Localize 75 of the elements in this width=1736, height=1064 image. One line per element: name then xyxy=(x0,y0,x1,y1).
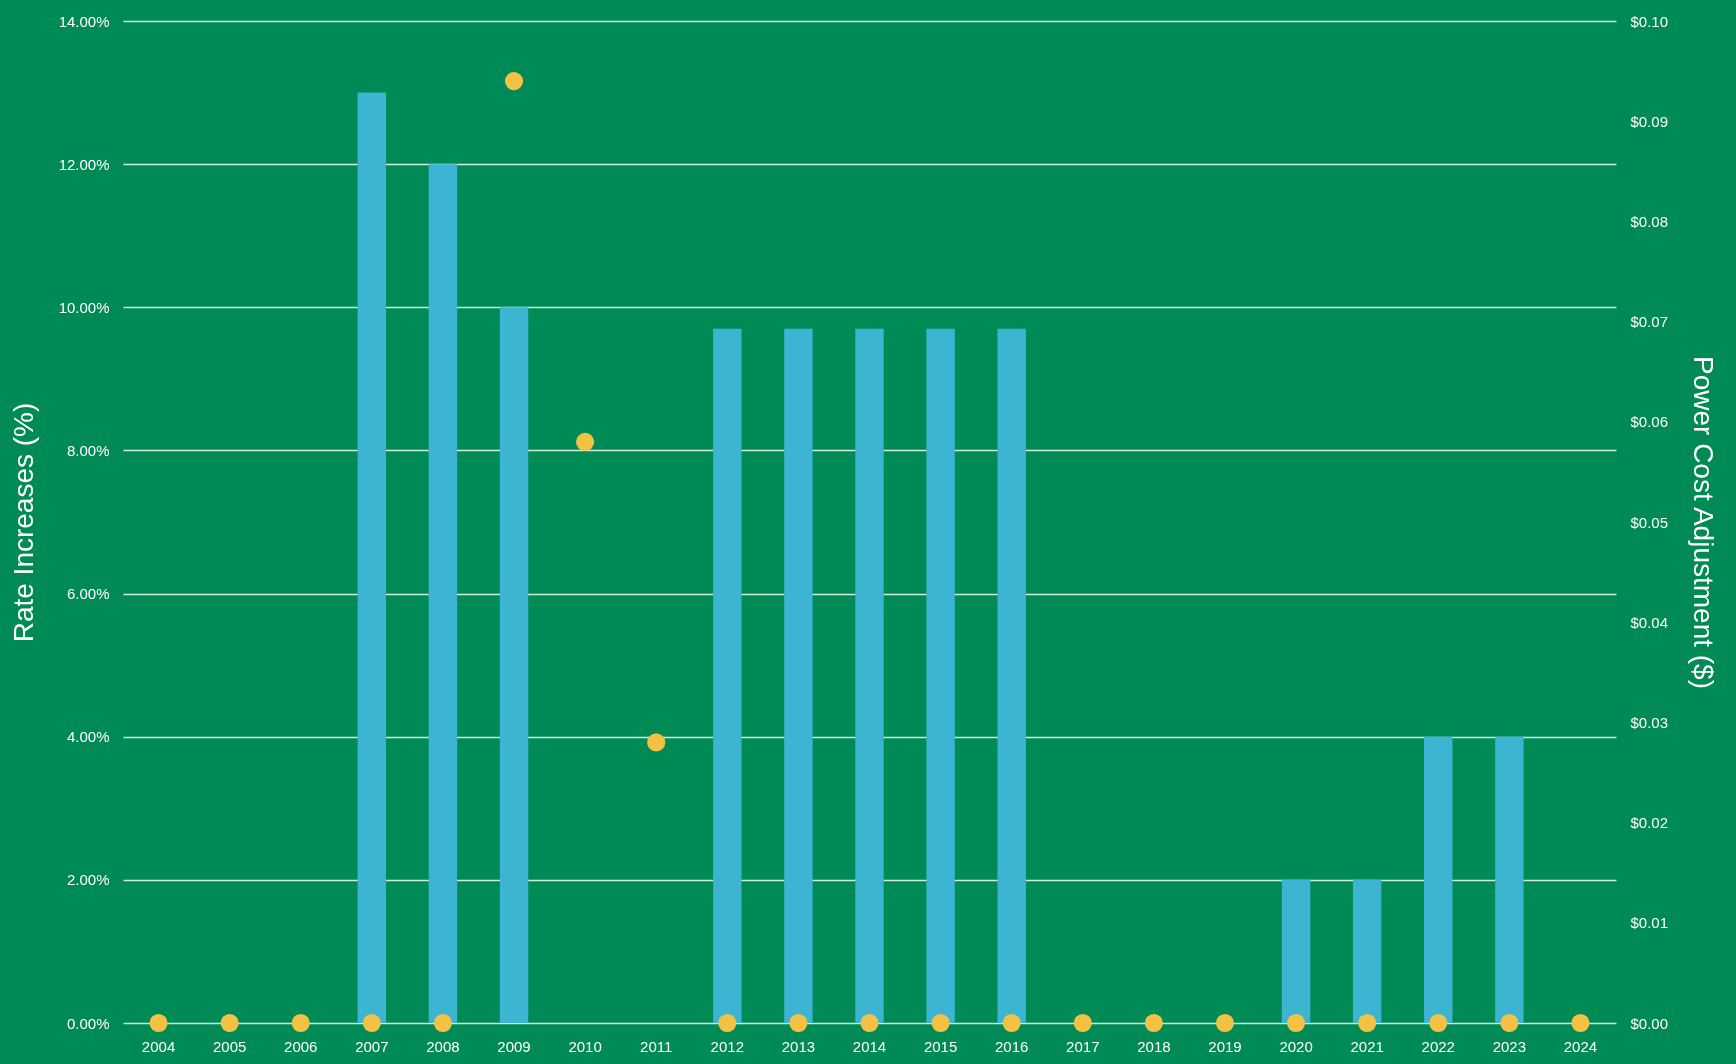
x-tick-label: 2014 xyxy=(852,1037,887,1055)
point xyxy=(504,72,524,91)
point xyxy=(647,733,666,752)
x-tick-label: 2017 xyxy=(1066,1037,1100,1055)
point xyxy=(1073,1013,1092,1033)
bar xyxy=(926,328,955,1023)
x-tick-label: 2008 xyxy=(426,1037,460,1055)
y2-tick-label: $0.06 xyxy=(1630,413,1669,431)
point xyxy=(860,1013,879,1033)
y2-tick-label: $0.04 xyxy=(1630,613,1669,631)
y-tick-label: 10.00% xyxy=(58,298,110,316)
y2-tick-label: $0.03 xyxy=(1630,713,1669,731)
x-tick-label: 2010 xyxy=(568,1037,602,1055)
y-tick-label: 8.00% xyxy=(66,441,110,459)
bar xyxy=(499,307,529,1023)
point xyxy=(433,1013,453,1033)
point xyxy=(576,432,595,451)
bar xyxy=(357,92,387,1023)
x-tick-label: 2022 xyxy=(1421,1037,1455,1055)
point xyxy=(1144,1013,1163,1033)
y-tick-label: 12.00% xyxy=(58,155,110,173)
y-tick-label: 6.00% xyxy=(66,585,110,603)
x-tick-label: 2005 xyxy=(212,1037,247,1055)
point xyxy=(1500,1013,1519,1033)
x-tick-label: 2024 xyxy=(1563,1037,1598,1055)
bar xyxy=(713,328,742,1023)
x-tick-label: 2004 xyxy=(141,1037,176,1055)
point xyxy=(718,1013,737,1033)
y2-tick-label: $0.09 xyxy=(1630,112,1669,130)
x-tick-label: 2018 xyxy=(1137,1037,1171,1055)
point xyxy=(1358,1013,1377,1033)
x-tick-label: 2023 xyxy=(1492,1037,1527,1055)
bar xyxy=(1424,736,1453,1023)
bar xyxy=(1495,736,1524,1023)
x-tick-label: 2007 xyxy=(355,1037,389,1055)
y-tick-label: 0.00% xyxy=(66,1014,110,1032)
bar xyxy=(1352,879,1382,1023)
point xyxy=(931,1013,950,1033)
point xyxy=(1002,1013,1021,1033)
x-tick-label: 2006 xyxy=(284,1037,318,1055)
y2-tick-label: $0.00 xyxy=(1630,1014,1669,1032)
y-tick-label: 4.00% xyxy=(66,728,110,746)
point xyxy=(149,1013,168,1033)
point xyxy=(291,1013,310,1033)
y2-tick-label: $0.05 xyxy=(1630,513,1669,531)
bar xyxy=(855,328,884,1023)
x-tick-label: 2009 xyxy=(497,1037,531,1055)
y-axis-title: Rate Increases (%) xyxy=(7,402,39,643)
x-tick-label: 2021 xyxy=(1350,1037,1384,1055)
bar xyxy=(1281,879,1311,1023)
point xyxy=(362,1013,381,1033)
bar xyxy=(997,328,1026,1023)
y-tick-label: 14.00% xyxy=(58,12,110,30)
point xyxy=(1286,1013,1306,1033)
point xyxy=(1429,1013,1448,1033)
bar xyxy=(784,328,813,1023)
point xyxy=(220,1013,239,1033)
x-tick-label: 2013 xyxy=(781,1037,816,1055)
y2-tick-label: $0.07 xyxy=(1630,313,1669,331)
x-tick-label: 2011 xyxy=(640,1037,673,1055)
y2-axis-title: Power Cost Adjustment ($) xyxy=(1688,355,1720,690)
y2-tick-label: $0.08 xyxy=(1630,212,1669,230)
y-tick-label: 2.00% xyxy=(66,871,110,889)
x-tick-label: 2016 xyxy=(995,1037,1029,1055)
y2-tick-label: $0.10 xyxy=(1630,12,1669,30)
x-tick-label: 2020 xyxy=(1279,1037,1313,1055)
x-tick-label: 2019 xyxy=(1208,1037,1242,1055)
bar xyxy=(428,164,458,1023)
point xyxy=(1215,1013,1235,1033)
y2-tick-label: $0.01 xyxy=(1630,914,1669,932)
y2-tick-label: $0.02 xyxy=(1630,814,1669,832)
point xyxy=(1571,1013,1590,1033)
point xyxy=(789,1013,808,1033)
x-tick-label: 2012 xyxy=(710,1037,744,1055)
x-tick-label: 2015 xyxy=(923,1037,958,1055)
